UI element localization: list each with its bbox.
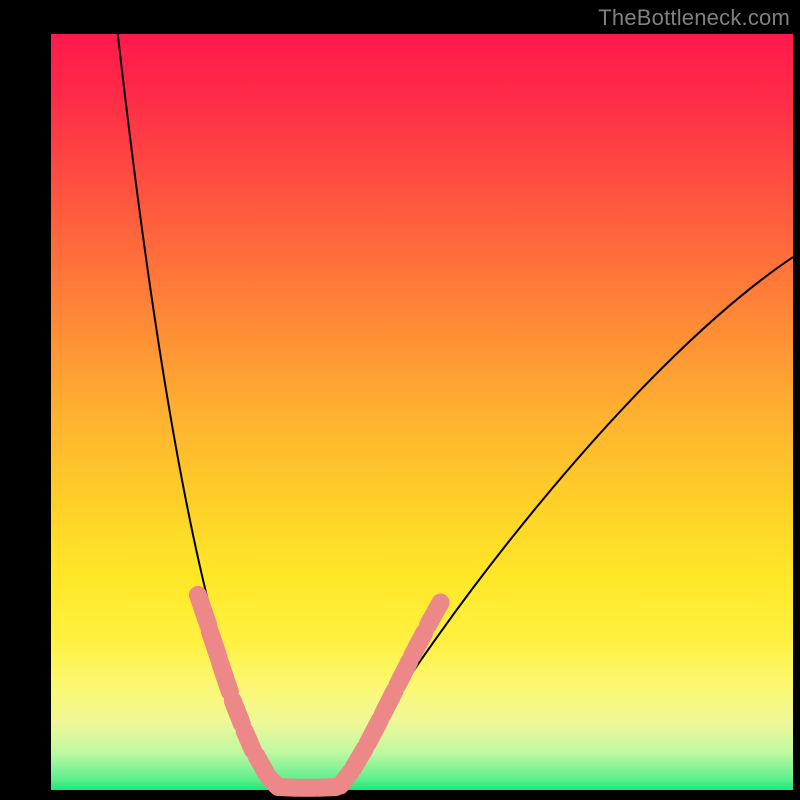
highlight-left-2: [220, 663, 230, 692]
plot-background: [51, 34, 793, 790]
highlight-right-1: [354, 748, 365, 767]
highlight-right-4: [398, 661, 410, 684]
highlight-right-2: [368, 720, 380, 743]
highlight-right-6: [428, 603, 441, 626]
highlight-right-5: [412, 633, 424, 656]
chart-svg: [0, 0, 800, 800]
highlight-right-3: [383, 691, 395, 714]
highlight-left-1: [210, 631, 219, 657]
highlight-left-4: [245, 731, 253, 750]
highlight-left-3: [233, 701, 242, 724]
chart-frame: TheBottleneck.com: [0, 0, 800, 800]
highlight-left-0: [198, 595, 208, 625]
